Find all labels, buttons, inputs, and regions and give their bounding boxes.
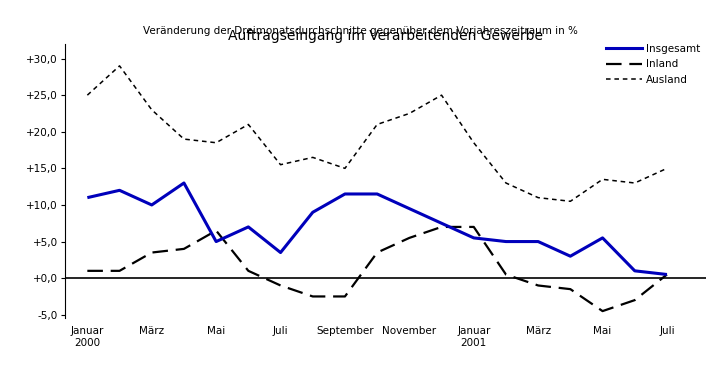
Text: Veränderung der Dreimonatsdurchschnitte gegenüber dem Vorjahreszeitraum in %: Veränderung der Dreimonatsdurchschnitte … bbox=[143, 26, 577, 36]
Title: Auftragseingang im Verarbeitenden Gewerbe: Auftragseingang im Verarbeitenden Gewerb… bbox=[228, 29, 543, 43]
Legend: Insgesamt, Inland, Ausland: Insgesamt, Inland, Ausland bbox=[606, 44, 701, 85]
